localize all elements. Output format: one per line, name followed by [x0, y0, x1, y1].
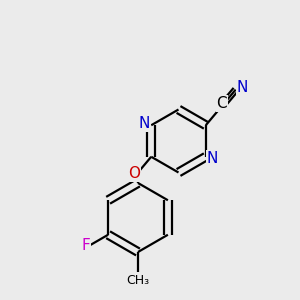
Text: N: N — [207, 151, 218, 166]
Text: C: C — [216, 96, 227, 111]
Text: F: F — [81, 238, 90, 253]
Text: O: O — [128, 167, 140, 182]
Text: N: N — [237, 80, 248, 95]
Text: CH₃: CH₃ — [126, 274, 150, 287]
Text: N: N — [139, 116, 150, 131]
